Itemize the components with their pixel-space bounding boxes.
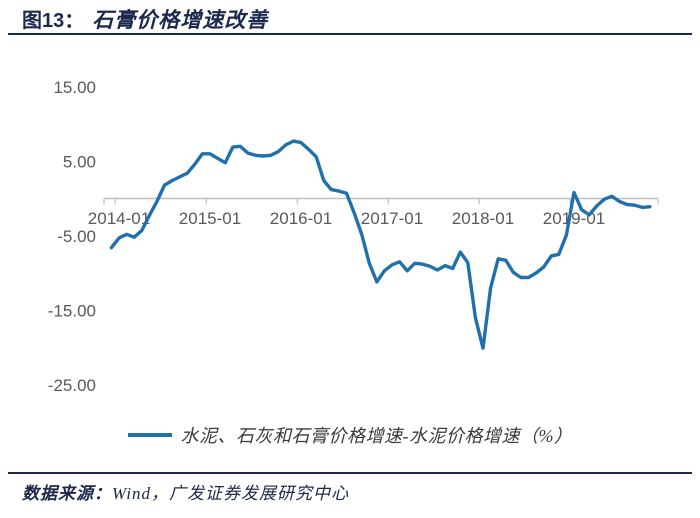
y-tick-label: -5.00 bbox=[57, 227, 96, 246]
x-tick-label: 2015-01 bbox=[179, 209, 241, 228]
data-source: 数据来源： Wind，广发证券发展研究中心 bbox=[22, 479, 349, 504]
figure-header: 图13： 石膏价格增速改善 bbox=[22, 4, 268, 34]
source-label: 数据来源： bbox=[22, 484, 112, 503]
y-tick-label: 5.00 bbox=[63, 152, 96, 171]
chart-legend: 水泥、石灰和石膏价格增速-水泥价格增速（%） bbox=[0, 424, 700, 446]
y-tick-label: -15.00 bbox=[48, 301, 96, 320]
bottom-divider bbox=[8, 472, 692, 474]
x-tick-label: 2017-01 bbox=[361, 209, 423, 228]
y-tick-label: 15.00 bbox=[53, 78, 96, 97]
top-divider bbox=[8, 33, 692, 35]
x-tick-label: 2019-01 bbox=[543, 209, 605, 228]
y-tick-label: -25.00 bbox=[48, 376, 96, 395]
series-line bbox=[109, 139, 652, 350]
x-tick-label: 2014-01 bbox=[88, 209, 150, 228]
legend-line-swatch bbox=[127, 433, 172, 437]
figure-title: 石膏价格增速改善 bbox=[92, 8, 269, 32]
x-tick-label: 2016-01 bbox=[270, 209, 332, 228]
x-tick-label: 2018-01 bbox=[452, 209, 514, 228]
source-text: Wind，广发证券发展研究中心 bbox=[112, 484, 349, 503]
figure-number: 图13： bbox=[22, 10, 85, 32]
legend-label: 水泥、石灰和石膏价格增速-水泥价格增速（%） bbox=[180, 426, 573, 446]
